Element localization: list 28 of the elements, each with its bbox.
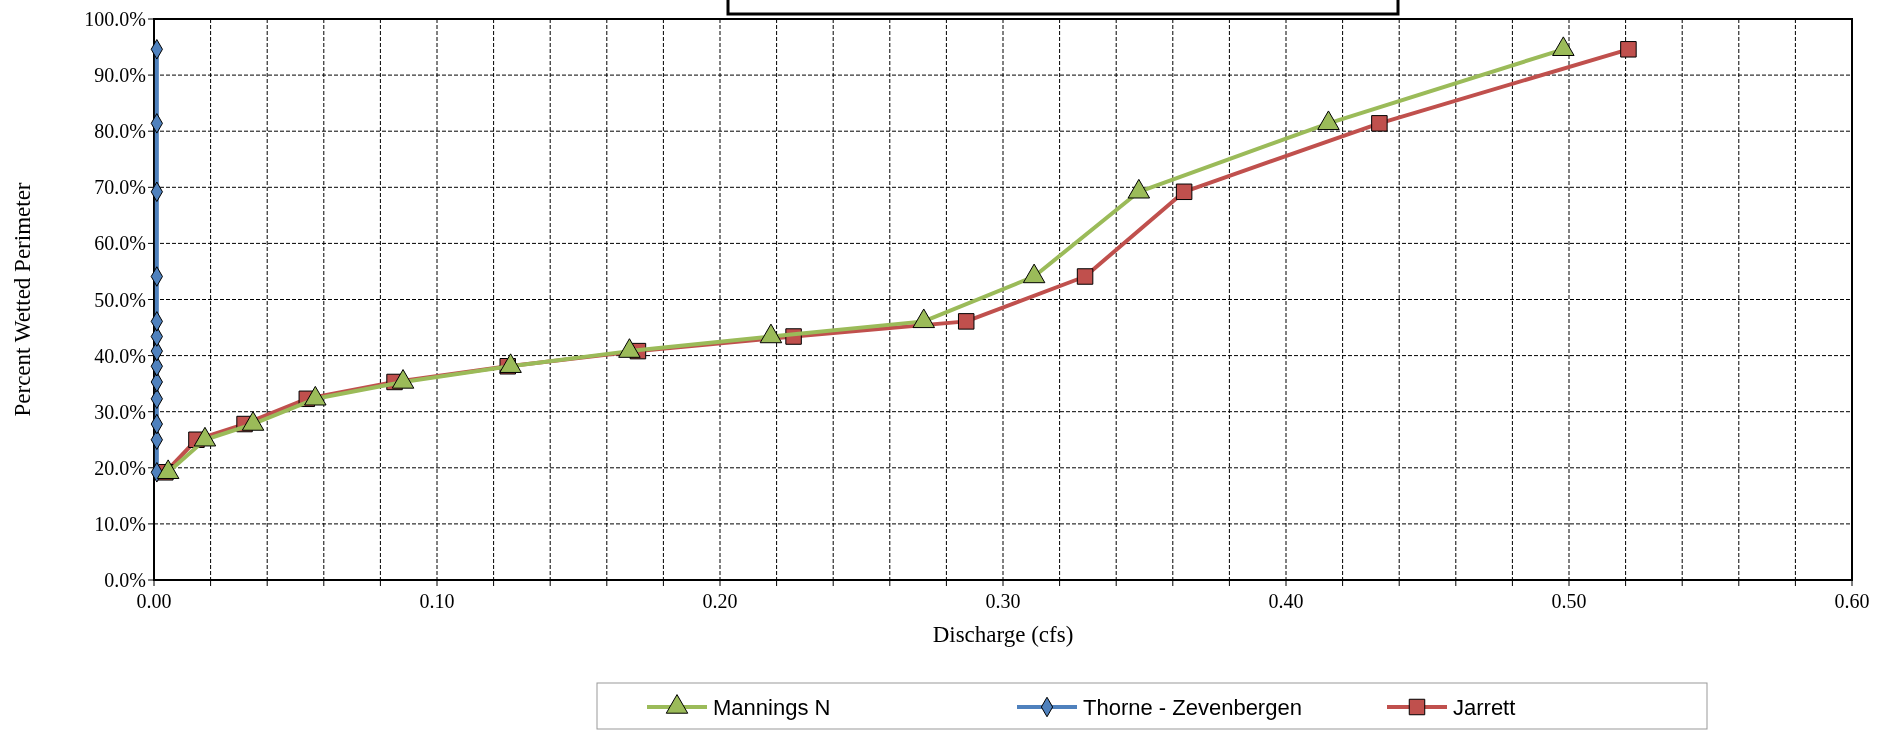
legend-label: Mannings N: [713, 694, 831, 720]
x-axis-title: Discharge (cfs): [932, 622, 1074, 647]
y-tick-label: 0.0%: [104, 569, 146, 591]
y-tick-label: 50.0%: [94, 288, 146, 311]
point: [957, 313, 975, 330]
x-tick-label: 0.30: [985, 590, 1021, 612]
y-tick-label: 70.0%: [94, 176, 146, 199]
x-tick-label: 0.20: [702, 590, 738, 612]
x-tick-label: 0.10: [419, 590, 455, 612]
point: [1175, 183, 1193, 201]
y-tick-label: 100.0%: [84, 8, 146, 30]
x-tick-label: 0.60: [1834, 590, 1870, 612]
y-tick-label: 60.0%: [94, 232, 146, 255]
legend-label: Jarrett: [1453, 694, 1516, 720]
y-tick-label: 10.0%: [94, 512, 146, 535]
point: [1371, 115, 1388, 132]
x-tick-label: 0.50: [1551, 590, 1587, 612]
y-tick-label: 20.0%: [94, 456, 146, 479]
point: [1076, 268, 1094, 285]
y-axis-title: Percent Wetted Perimeter: [10, 182, 35, 417]
y-tick-label: 30.0%: [94, 400, 146, 423]
y-tick-label: 90.0%: [94, 64, 146, 87]
x-tick-label: 0.40: [1268, 590, 1304, 612]
y-tick-label: 40.0%: [94, 344, 146, 367]
x-tick-label: 0.00: [136, 590, 172, 612]
legend-label: Thorne - Zevenbergen: [1083, 694, 1302, 720]
point: [1620, 41, 1637, 58]
y-tick-label: 80.0%: [94, 120, 146, 143]
